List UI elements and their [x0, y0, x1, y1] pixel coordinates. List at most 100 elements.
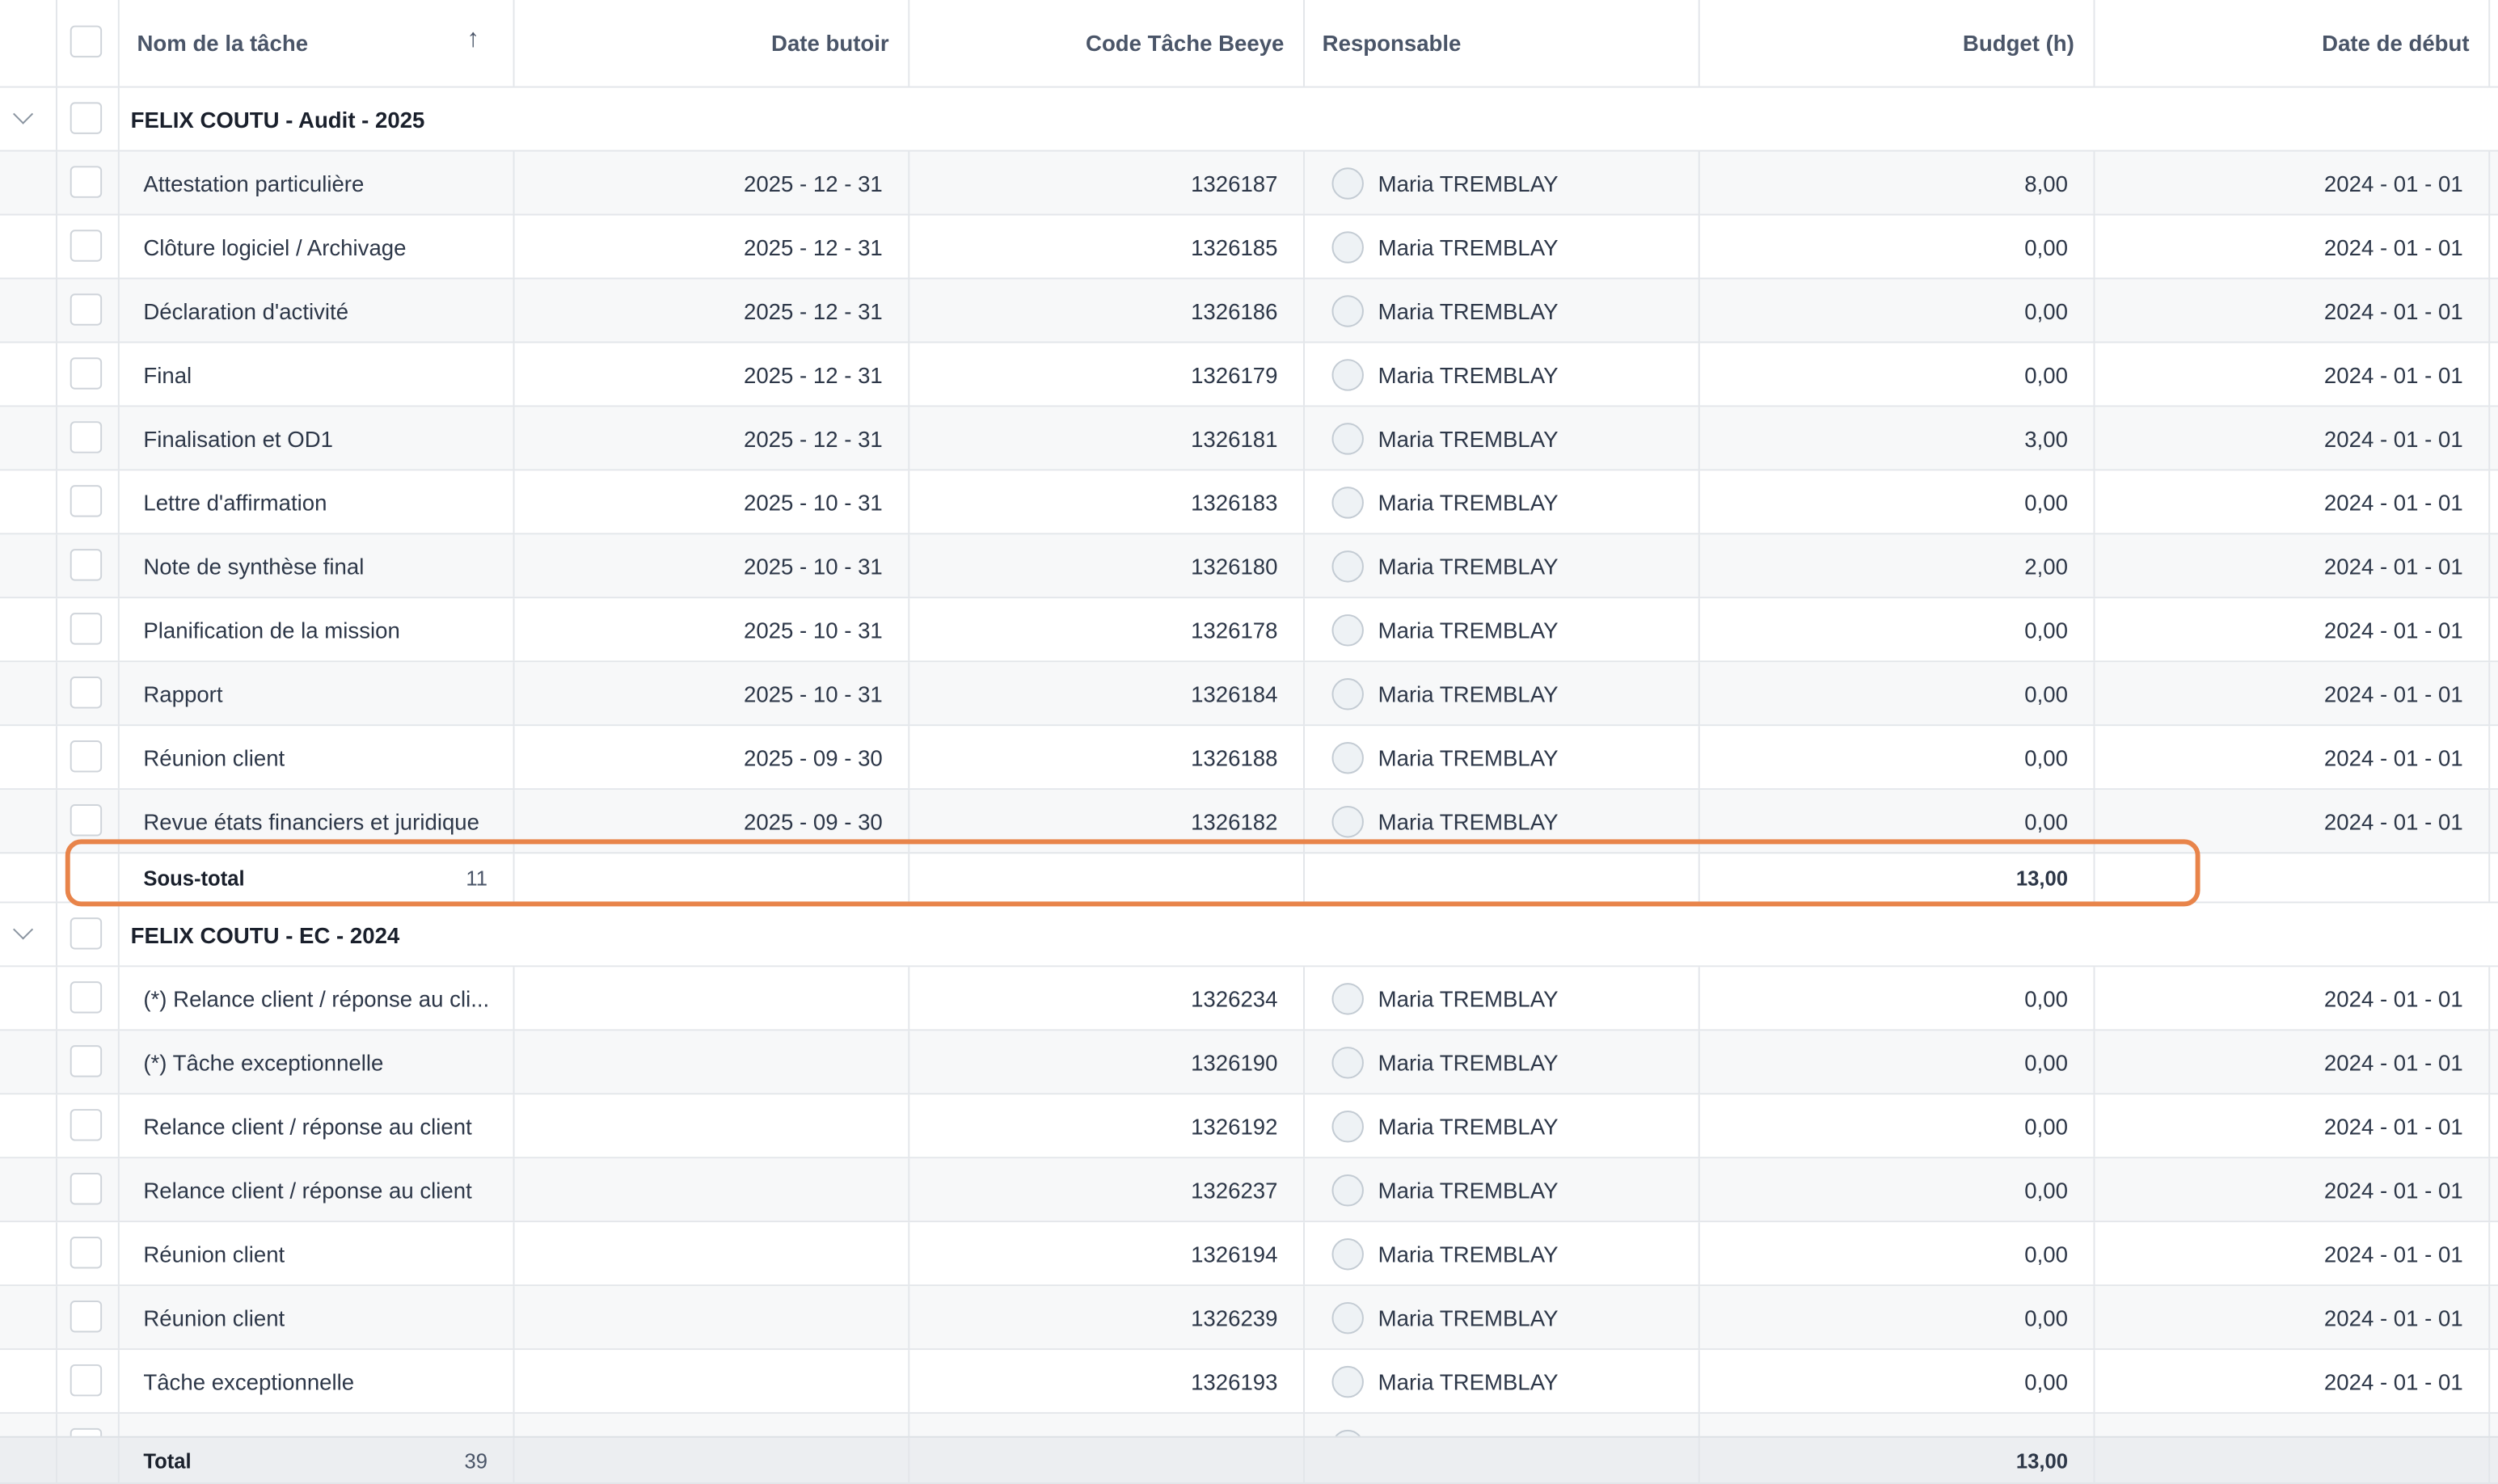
task-row: Réunion client 1326194 Maria TREMBLAY 0,00 2… — [0, 1222, 2498, 1287]
column-divider — [1303, 1158, 1306, 1221]
column-divider — [908, 1094, 910, 1157]
sort-arrow[interactable]: ↑ — [466, 25, 480, 53]
cell-due: 2025 - 12 - 31 — [743, 361, 883, 387]
cell-due: 2025 - 12 - 31 — [743, 234, 883, 259]
row-checkbox[interactable] — [70, 166, 103, 198]
row-checkbox[interactable] — [70, 230, 103, 262]
cell-name: Rapport — [143, 680, 223, 706]
avatar — [1331, 742, 1364, 774]
row-checkbox[interactable] — [70, 357, 103, 390]
row-checkbox[interactable] — [70, 102, 103, 134]
row-checkbox[interactable] — [70, 740, 103, 773]
column-header[interactable]: Date butoir — [771, 30, 889, 57]
avatar — [1331, 1301, 1364, 1334]
cell-start: 2024 - 01 - 01 — [2323, 297, 2463, 323]
cell-due: 2025 - 10 - 31 — [743, 553, 883, 579]
column-divider — [2488, 1222, 2491, 1285]
column-divider — [117, 407, 120, 470]
row-checkbox[interactable] — [70, 1300, 103, 1333]
column-divider — [2488, 151, 2491, 214]
row-checkbox[interactable] — [70, 1364, 103, 1397]
column-divider — [2093, 279, 2095, 342]
row-checkbox[interactable] — [70, 677, 103, 709]
column-divider — [55, 407, 57, 470]
column-divider — [1698, 279, 1700, 342]
column-divider — [117, 279, 120, 342]
column-divider — [513, 534, 515, 597]
cell-code: 1326188 — [1191, 744, 1278, 770]
task-row: Réunion client 2025 - 09 - 30 1326188 Maria… — [0, 726, 2498, 790]
row-checkbox[interactable] — [70, 485, 103, 517]
task-row: Final 2025 - 12 - 31 1326179 Maria TREMBLAY… — [0, 343, 2498, 407]
column-divider — [55, 903, 57, 966]
cell-budget: 0,00 — [2024, 680, 2068, 706]
column-divider — [55, 215, 57, 278]
column-divider — [117, 967, 120, 1030]
cell-start: 2024 - 01 - 01 — [2323, 680, 2463, 706]
row-checkbox[interactable] — [70, 613, 103, 645]
column-divider — [55, 1158, 57, 1221]
row-checkbox[interactable] — [70, 917, 103, 950]
column-divider — [2488, 1031, 2491, 1094]
column-divider — [55, 598, 57, 661]
column-divider — [1698, 1158, 1700, 1221]
row-checkbox[interactable] — [70, 421, 103, 453]
column-divider — [513, 790, 515, 853]
cell-name: Réunion client — [143, 1304, 285, 1330]
column-divider — [513, 726, 515, 789]
row-checkbox[interactable] — [70, 1045, 103, 1077]
expand-chevron[interactable] — [13, 919, 34, 940]
column-header[interactable]: Code Tâche Beeye — [1086, 30, 1285, 57]
cell-start: 2024 - 01 - 01 — [2323, 985, 2463, 1011]
task-row: Réunion client 1326239 Maria TREMBLAY 0,00 2… — [0, 1286, 2498, 1351]
column-header[interactable]: Budget (h) — [1962, 30, 2074, 57]
cell-code: 1326237 — [1191, 1176, 1278, 1203]
avatar — [1331, 295, 1364, 327]
column-header[interactable]: Responsable — [1322, 30, 1462, 57]
expand-chevron[interactable] — [13, 103, 34, 124]
column-divider — [55, 662, 57, 725]
row-checkbox[interactable] — [70, 803, 103, 837]
cell-code: 1326193 — [1191, 1368, 1278, 1394]
column-divider — [117, 1350, 120, 1413]
avatar — [1331, 1111, 1364, 1143]
row-checkbox[interactable] — [70, 1109, 103, 1141]
column-divider — [55, 967, 57, 1030]
column-divider — [513, 279, 515, 342]
row-checkbox[interactable] — [70, 293, 103, 326]
column-header[interactable]: Date de début — [2322, 30, 2470, 57]
column-divider — [908, 215, 910, 278]
column-divider — [117, 1222, 120, 1285]
column-divider — [908, 151, 910, 214]
row-checkbox[interactable] — [70, 1173, 103, 1205]
column-divider — [2093, 662, 2095, 725]
column-divider — [55, 534, 57, 597]
column-divider — [2488, 1094, 2491, 1157]
avatar — [1331, 805, 1364, 838]
row-checkbox[interactable] — [70, 549, 103, 581]
cell-name: Relance client / réponse au client — [143, 1176, 472, 1203]
column-divider — [1698, 598, 1700, 661]
column-divider — [117, 534, 120, 597]
column-header[interactable]: Nom de la tâche — [137, 30, 309, 57]
column-divider — [2093, 151, 2095, 214]
column-divider — [1303, 662, 1306, 725]
column-divider — [2093, 215, 2095, 278]
group-title: FELIX COUTU - EC - 2024 — [130, 921, 400, 947]
task-row: Relance client / réponse au client 132623… — [0, 1158, 2498, 1223]
column-divider — [2488, 0, 2491, 86]
cell-budget: 3,00 — [2024, 425, 2068, 451]
cell-start: 2024 - 01 - 01 — [2323, 1049, 2463, 1075]
cell-start: 2024 - 01 - 01 — [2323, 489, 2463, 515]
cell-owner: Maria TREMBLAY — [1378, 234, 1559, 259]
column-divider — [1698, 662, 1700, 725]
row-checkbox[interactable] — [70, 981, 103, 1014]
cell-owner: Maria TREMBLAY — [1378, 489, 1559, 515]
task-row: Relance client / réponse au client 132619… — [0, 1094, 2498, 1159]
column-divider — [513, 1094, 515, 1157]
row-checkbox[interactable] — [70, 1237, 103, 1269]
column-divider — [1698, 1222, 1700, 1285]
select-all-checkbox[interactable] — [70, 25, 103, 58]
task-row: (*) Tâche exceptionnelle 1326190 Maria TRE… — [0, 1031, 2498, 1095]
cell-owner: Maria TREMBLAY — [1378, 1240, 1559, 1267]
